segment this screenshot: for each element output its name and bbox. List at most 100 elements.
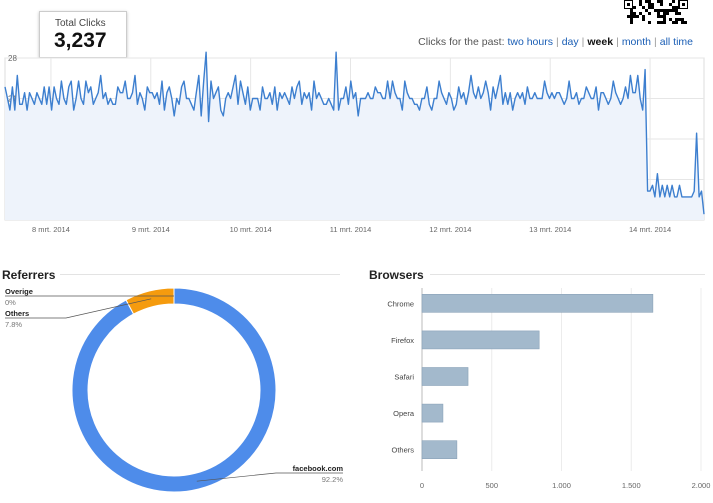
qr-module: [642, 15, 645, 18]
x-tick-label: 500: [485, 481, 498, 490]
qr-module: [645, 9, 648, 12]
qr-module: [672, 21, 675, 24]
bar-category-label: Safari: [394, 373, 414, 382]
qr-module: [630, 12, 633, 15]
qr-module: [663, 21, 666, 24]
qr-module: [657, 0, 660, 3]
qr-finder-center: [627, 3, 630, 6]
x-tick-label: 1.500: [622, 481, 641, 490]
x-tick-label: 0: [420, 481, 424, 490]
x-tick-label: 1.000: [552, 481, 571, 490]
qr-module: [663, 18, 666, 21]
qr-module: [681, 18, 684, 21]
donut-label: Overige: [5, 287, 33, 296]
donut-leader-line: [5, 298, 152, 319]
period-option-two-hours[interactable]: two hours: [507, 36, 553, 48]
qr-module: [657, 12, 660, 15]
x-tick-label: 2.000: [692, 481, 711, 490]
qr-module: [645, 0, 648, 3]
qr-finder: [624, 0, 633, 9]
bar-category-label: Firefox: [391, 336, 414, 345]
qr-module: [669, 9, 672, 12]
qr-module: [633, 12, 636, 15]
period-option-month[interactable]: month: [621, 36, 651, 48]
donut-value-label: 92.2%: [322, 475, 344, 484]
series-area: [5, 52, 704, 221]
qr-module: [681, 21, 684, 24]
bar-firefox: [421, 330, 540, 350]
bar-chrome: [421, 294, 654, 313]
qr-module: [660, 9, 663, 12]
qr-module: [672, 9, 675, 12]
bar-others: [421, 440, 458, 459]
qr-module: [648, 21, 651, 24]
qr-module: [660, 15, 663, 18]
referrers-donut-chart: Overige 0% Others 7.8% facebook.com 92.2%: [5, 287, 344, 493]
qr-code-icon[interactable]: [624, 0, 688, 24]
qr-module: [675, 9, 678, 12]
qr-module: [678, 12, 681, 15]
qr-module: [657, 9, 660, 12]
qr-module: [630, 15, 633, 18]
x-tick-label: 8 mrt. 2014: [32, 225, 70, 234]
qr-module: [684, 21, 687, 24]
qr-module: [672, 0, 675, 3]
donut-leader-line: [196, 472, 343, 482]
qr-module: [663, 9, 666, 12]
x-tick-label: 12 mrt. 2014: [429, 225, 471, 234]
total-clicks-label: Total Clicks: [55, 18, 106, 29]
qr-module: [654, 9, 657, 12]
qr-module: [630, 9, 633, 12]
donut-slice-facebook-com: [71, 287, 277, 493]
qr-module: [675, 18, 678, 21]
x-tick-label: 13 mrt. 2014: [529, 225, 571, 234]
y-tick-label: 28: [8, 54, 17, 63]
qr-module: [660, 21, 663, 24]
qr-module: [675, 12, 678, 15]
total-clicks-value: 3,237: [54, 29, 107, 52]
qr-module: [666, 12, 669, 15]
qr-module: [657, 15, 660, 18]
qr-module: [669, 18, 672, 21]
donut-label: Others: [5, 309, 29, 318]
donut-value-label: 0%: [5, 298, 16, 307]
x-tick-label: 14 mrt. 2014: [629, 225, 671, 234]
period-option-day[interactable]: day: [561, 36, 579, 48]
qr-module: [657, 21, 660, 24]
qr-module: [672, 6, 675, 9]
period-option-all-time[interactable]: all time: [659, 36, 693, 48]
bar-category-label: Opera: [393, 409, 415, 418]
browsers-title: Browsers: [369, 268, 424, 282]
x-tick-label: 9 mrt. 2014: [132, 225, 170, 234]
browsers-bar-chart: 0 500 1.000 1.500 2.000 Chrome Firefox Safari Op…: [387, 288, 711, 490]
x-tick-label: 11 mrt. 2014: [330, 225, 372, 234]
bar-opera: [421, 403, 444, 423]
qr-module: [642, 6, 645, 9]
period-selector: Clicks for the past: two hours | day | week |…: [418, 36, 693, 48]
qr-module: [675, 6, 678, 9]
qr-module: [633, 6, 636, 9]
qr-module: [639, 3, 642, 6]
qr-finder: [679, 0, 688, 9]
series-line: [4, 51, 705, 215]
bar-safari: [421, 367, 469, 386]
qr-module: [639, 0, 642, 3]
qr-module: [660, 3, 663, 6]
period-option-week[interactable]: week: [587, 36, 614, 48]
donut-label: facebook.com: [293, 464, 344, 473]
qr-module: [648, 12, 651, 15]
bar-category-label: Chrome: [387, 299, 414, 308]
qr-module: [636, 15, 639, 18]
qr-module: [663, 12, 666, 15]
period-prefix: Clicks for the past:: [418, 36, 505, 48]
qr-module: [642, 18, 645, 21]
qr-finder-center: [682, 3, 685, 6]
qr-module: [660, 0, 663, 3]
qr-module: [648, 3, 651, 6]
qr-module: [666, 9, 669, 12]
qr-module: [675, 21, 678, 24]
qr-module: [651, 3, 654, 6]
qr-module: [669, 3, 672, 6]
qr-module: [639, 12, 642, 15]
